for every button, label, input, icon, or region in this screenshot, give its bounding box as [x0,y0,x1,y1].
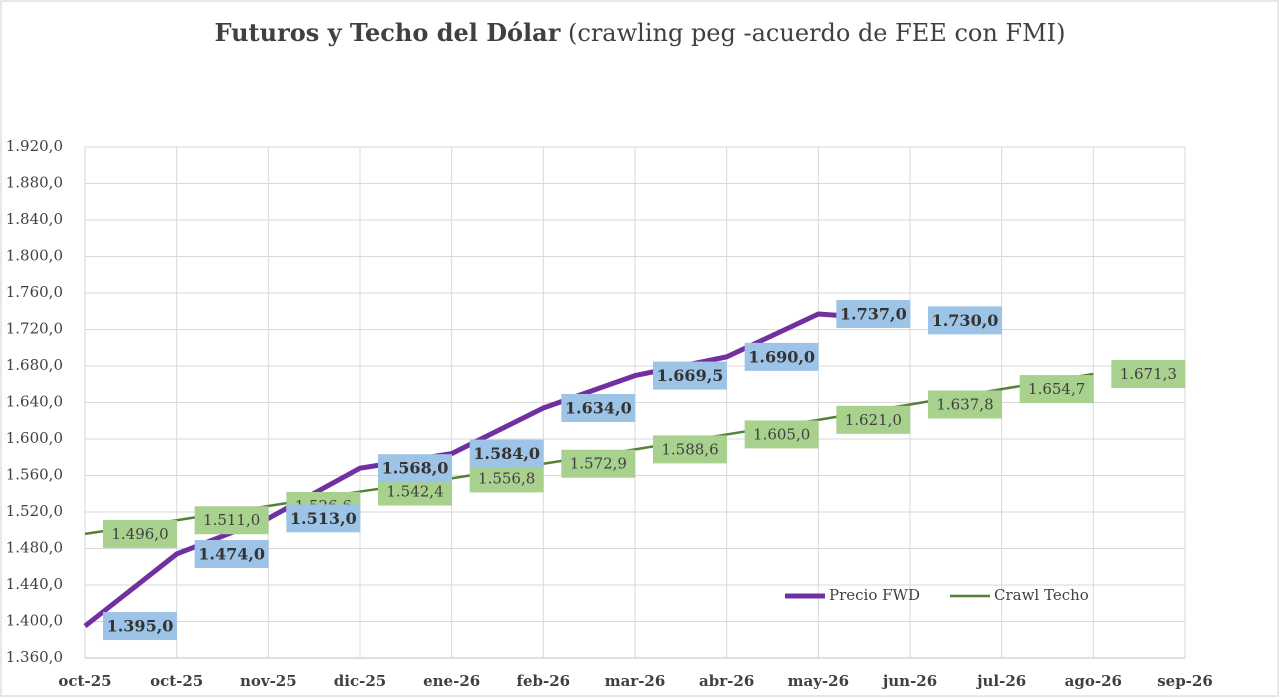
data-label-group: 1.671,3 [1111,359,1186,388]
data-label-group: 1.730,0 [928,306,1002,335]
y-tick-label: 1.840,0 [6,210,63,228]
data-label-box [561,449,636,478]
data-label: 1.671,3 [1120,365,1177,383]
data-label: 1.556,8 [478,469,535,487]
data-label-box [194,539,269,568]
data-label-box [744,420,819,449]
data-label-box [378,454,452,483]
y-tick-label: 1.640,0 [6,393,63,411]
data-label-group: 1.654,7 [1019,375,1094,404]
y-tick-label: 1.440,0 [6,575,63,593]
y-tick-label: 1.760,0 [6,283,63,301]
data-label-box [744,342,819,371]
data-label-box [469,464,544,493]
y-tick-label: 1.600,0 [6,429,63,447]
data-label-box [653,361,727,390]
data-label-group: 1.474,0 [194,539,269,568]
data-label-group: 1.669,5 [653,361,727,390]
x-tick-label: mar-26 [605,672,666,690]
x-tick-label: oct-25 [58,672,111,690]
data-label: 1.496,0 [111,525,168,543]
data-label: 1.584,0 [473,444,540,463]
data-label: 1.568,0 [382,459,449,478]
data-label-box [286,504,361,533]
data-label-group: 1.395,0 [103,612,177,641]
series-line [83,311,911,629]
data-label-group: 1.496,0 [103,519,177,548]
x-tick-label: oct-25 [150,672,203,690]
x-tick-label: jul-26 [975,672,1026,690]
data-label: 1.737,0 [840,304,907,323]
data-label-box [653,435,727,464]
y-tick-label: 1.920,0 [6,137,63,155]
data-label-box [928,306,1002,335]
data-label-group: 1.556,8 [469,464,544,493]
data-label: 1.511,0 [203,511,260,529]
data-label: 1.730,0 [932,311,999,330]
x-tick-label: ago-26 [1065,672,1122,690]
x-tick-label: dic-25 [334,672,386,690]
data-label-group: 1.511,0 [194,506,269,535]
legend-label: Precio FWD [829,586,920,604]
data-label: 1.588,6 [661,440,718,458]
data-label-group: 1.621,0 [836,405,911,434]
data-label-box [561,393,636,422]
data-label-box [1111,359,1186,388]
data-label: 1.634,0 [565,398,632,417]
legend-label: Crawl Techo [994,586,1089,604]
y-tick-label: 1.880,0 [6,174,63,192]
x-tick-label: sep-26 [1157,672,1213,690]
data-label-group: 1.584,0 [469,439,544,468]
data-label-box [928,390,1002,419]
x-tick-label: feb-26 [517,672,571,690]
data-label-group: 1.605,0 [744,420,819,449]
y-tick-label: 1.800,0 [6,247,63,265]
data-label: 1.669,5 [657,366,724,385]
y-tick-label: 1.360,0 [6,648,63,666]
data-label-box [836,405,911,434]
chart-subtitle: (crawling peg -acuerdo de FEE con FMI) [568,19,1065,47]
data-label-box [103,519,177,548]
data-label-group: 1.737,0 [836,299,911,328]
data-label: 1.605,0 [753,425,810,443]
data-label-group: 1.542,4 [378,477,452,506]
data-label-box [1019,375,1094,404]
x-tick-label: abr-26 [699,672,754,690]
data-label: 1.690,0 [748,347,815,366]
data-label: 1.474,0 [198,544,265,563]
data-label-group: 1.513,0 [286,504,361,533]
data-label: 1.654,7 [1028,380,1085,398]
data-label-group: 1.634,0 [561,393,636,422]
y-tick-label: 1.720,0 [6,320,63,338]
data-label-box [103,612,177,641]
y-tick-label: 1.480,0 [6,539,63,557]
x-tick-label: may-26 [788,672,849,690]
data-label: 1.542,4 [386,483,443,501]
data-label-box [194,506,269,535]
data-label-box [836,299,911,328]
data-label: 1.621,0 [845,411,902,429]
y-tick-label: 1.680,0 [6,356,63,374]
x-tick-label: ene-26 [423,672,480,690]
data-label: 1.395,0 [107,617,174,636]
data-label-group: 1.637,8 [928,390,1002,419]
data-label-group: 1.588,6 [653,435,727,464]
x-tick-label: nov-25 [240,672,297,690]
data-label-group: 1.568,0 [378,454,452,483]
data-label: 1.513,0 [290,509,357,528]
y-tick-label: 1.560,0 [6,466,63,484]
data-label-group: 1.690,0 [744,342,819,371]
y-tick-label: 1.400,0 [6,612,63,630]
y-tick-label: 1.520,0 [6,502,63,520]
data-label: 1.637,8 [936,396,993,414]
data-label-box [378,477,452,506]
x-tick-label: jun-26 [881,672,937,690]
chart-title-group: Futuros y Techo del Dólar (crawling peg … [214,18,1065,47]
chart-title: Futuros y Techo del Dólar [214,18,560,47]
data-label-box [469,439,544,468]
data-label: 1.572,9 [570,455,627,473]
data-label-group: 1.572,9 [561,449,636,478]
